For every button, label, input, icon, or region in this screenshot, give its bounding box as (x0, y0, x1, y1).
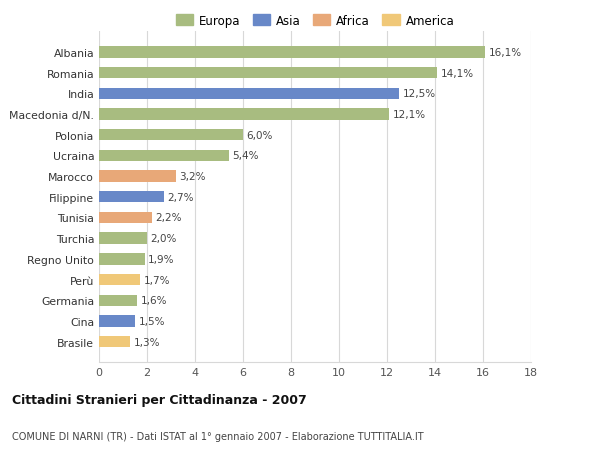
Text: 12,1%: 12,1% (393, 110, 426, 120)
Text: 1,5%: 1,5% (139, 316, 165, 326)
Bar (99, 254, 145, 265)
Text: 6,0%: 6,0% (247, 130, 273, 140)
Bar (99, 47, 485, 58)
Bar (99, 316, 135, 327)
Legend: Europa, Asia, Africa, America: Europa, Asia, Africa, America (171, 10, 459, 32)
Text: 3,2%: 3,2% (179, 172, 206, 182)
Text: 2,0%: 2,0% (151, 234, 177, 244)
Text: 1,3%: 1,3% (134, 337, 160, 347)
Text: Cittadini Stranieri per Cittadinanza - 2007: Cittadini Stranieri per Cittadinanza - 2… (12, 393, 307, 406)
Text: 2,7%: 2,7% (167, 192, 194, 202)
Text: 1,7%: 1,7% (143, 275, 170, 285)
Text: COMUNE DI NARNI (TR) - Dati ISTAT al 1° gennaio 2007 - Elaborazione TUTTITALIA.I: COMUNE DI NARNI (TR) - Dati ISTAT al 1° … (12, 431, 424, 441)
Bar (99, 274, 140, 285)
Text: 1,6%: 1,6% (141, 296, 167, 306)
Text: 1,9%: 1,9% (148, 254, 175, 264)
Text: 2,2%: 2,2% (155, 213, 182, 223)
Bar (99, 295, 137, 306)
Bar (99, 130, 243, 141)
Text: 16,1%: 16,1% (489, 48, 522, 58)
Bar (99, 171, 176, 182)
Text: 14,1%: 14,1% (441, 68, 474, 78)
Bar (99, 151, 229, 162)
Bar (99, 336, 130, 347)
Text: 12,5%: 12,5% (403, 89, 436, 99)
Bar (99, 68, 437, 79)
Bar (99, 192, 164, 203)
Bar (99, 233, 147, 244)
Text: 5,4%: 5,4% (232, 151, 259, 161)
Bar (99, 89, 399, 100)
Bar (99, 109, 389, 120)
Bar (99, 213, 152, 224)
